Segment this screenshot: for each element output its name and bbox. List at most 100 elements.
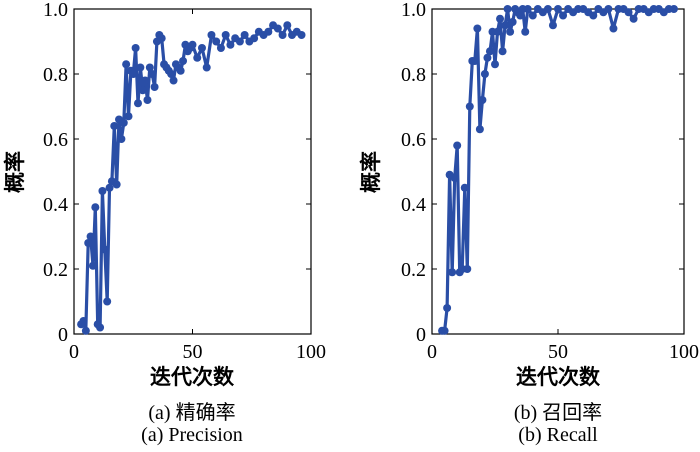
y-tick-label: 0.4 xyxy=(43,194,68,216)
data-point xyxy=(207,31,216,39)
data-point xyxy=(508,18,517,26)
data-point xyxy=(448,268,457,277)
data-point xyxy=(176,66,185,75)
data-point xyxy=(119,118,128,127)
plot-frame xyxy=(73,8,312,335)
data-point xyxy=(506,27,515,36)
data-point xyxy=(96,323,105,332)
data-point xyxy=(112,180,121,189)
data-point xyxy=(79,317,88,325)
data-point xyxy=(554,5,562,13)
data-point xyxy=(453,141,462,150)
y-tick-label: 0.8 xyxy=(43,64,68,86)
data-point xyxy=(226,40,235,49)
panel-precision: 0 0.2 0.4 0.6 0.8 1.0 0 50 100 概率 迭代次数 xyxy=(3,0,326,389)
data-point xyxy=(150,83,159,91)
data-point xyxy=(528,11,537,20)
data-point xyxy=(624,8,633,17)
data-point xyxy=(460,183,469,192)
data-point xyxy=(148,70,157,78)
data-point xyxy=(478,96,487,104)
data-point xyxy=(548,21,557,30)
y-tick-labels: 0 0.2 0.4 0.6 0.8 1.0 xyxy=(43,0,68,346)
y-tick-label: 0 xyxy=(416,324,426,346)
panel-recall: 0 0.2 0.4 0.6 0.8 1.0 0 50 100 概率 迭代次数 xyxy=(359,0,699,389)
data-point xyxy=(669,5,678,13)
data-point xyxy=(498,47,507,56)
data-point xyxy=(604,5,613,13)
data-point xyxy=(91,203,100,212)
data-point xyxy=(480,70,489,78)
data-point xyxy=(475,125,484,134)
data-point xyxy=(559,11,568,20)
data-point xyxy=(145,63,154,72)
y-tick-label: 0 xyxy=(58,324,68,346)
x-tick-labels: 0 50 100 xyxy=(427,341,699,363)
x-tick-label: 0 xyxy=(427,341,437,363)
data-point xyxy=(131,44,140,52)
data-point xyxy=(470,57,479,65)
data-point xyxy=(197,44,206,52)
data-point xyxy=(240,31,249,39)
data-point xyxy=(485,47,494,56)
data-point xyxy=(193,53,202,62)
data-point xyxy=(179,57,188,65)
series-group xyxy=(77,21,306,335)
data-point xyxy=(188,40,197,49)
data-point xyxy=(629,14,638,23)
x-tick-label: 100 xyxy=(669,341,699,363)
data-point xyxy=(100,245,109,254)
data-point xyxy=(463,265,472,273)
data-point xyxy=(84,239,93,247)
caption-a-en: (a) Precision xyxy=(141,424,243,446)
data-point xyxy=(117,135,126,143)
data-point xyxy=(221,31,230,39)
data-point xyxy=(503,5,512,13)
data-point xyxy=(157,34,166,43)
data-point xyxy=(493,27,502,36)
data-point xyxy=(473,24,482,33)
series-group xyxy=(438,5,678,335)
data-point xyxy=(212,37,221,46)
data-point xyxy=(133,99,142,108)
tick-marks xyxy=(73,8,312,335)
x-axis-label: 迭代次数 xyxy=(516,365,601,389)
data-point xyxy=(264,27,273,36)
x-tick-label: 50 xyxy=(183,341,203,363)
y-axis-label: 概率 xyxy=(359,151,383,193)
data-point xyxy=(521,27,530,36)
data-point xyxy=(609,24,618,33)
data-point xyxy=(297,31,306,39)
data-point xyxy=(169,76,178,85)
x-tick-labels: 0 50 100 xyxy=(69,341,326,363)
data-point xyxy=(501,21,510,30)
data-point xyxy=(122,60,131,69)
y-tick-label: 1.0 xyxy=(401,0,426,21)
caption-a-cn: (a) 精确率 xyxy=(148,402,236,424)
data-point xyxy=(273,24,282,33)
data-point xyxy=(216,44,225,52)
data-point xyxy=(86,232,95,241)
y-tick-label: 0.2 xyxy=(401,259,426,281)
data-point xyxy=(136,63,145,72)
data-point xyxy=(516,11,525,20)
data-point xyxy=(105,183,114,192)
data-point xyxy=(440,326,449,335)
data-point xyxy=(88,261,97,270)
data-point xyxy=(129,70,138,78)
data-point xyxy=(235,37,244,46)
data-point xyxy=(450,174,459,182)
data-point xyxy=(143,96,152,104)
data-point xyxy=(141,76,150,85)
caption-b-en: (b) Recall xyxy=(518,424,598,446)
data-point xyxy=(103,297,112,306)
data-point xyxy=(491,60,499,69)
y-tick-label: 0.4 xyxy=(401,194,426,216)
y-tick-label: 0.6 xyxy=(43,129,68,151)
data-point xyxy=(278,31,287,39)
data-point xyxy=(523,5,532,13)
x-tick-label: 0 xyxy=(69,341,79,363)
data-point xyxy=(138,86,147,95)
data-point xyxy=(98,187,107,195)
y-tick-label: 0.6 xyxy=(401,129,426,151)
